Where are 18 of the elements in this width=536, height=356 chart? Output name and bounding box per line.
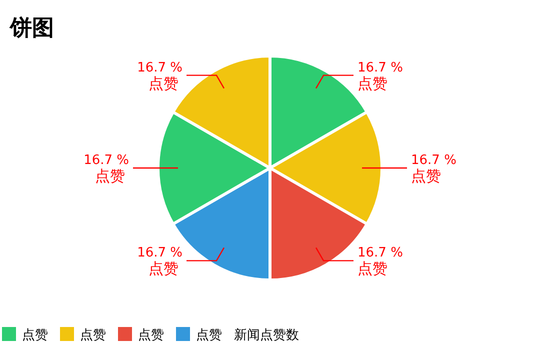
- data-label: 16.7 %: [358, 60, 403, 76]
- data-label: 16.7 %: [411, 153, 456, 168]
- slice-label: 点赞: [411, 167, 441, 185]
- legend-label: 点赞: [138, 328, 164, 343]
- legend-label: 点赞: [196, 328, 222, 343]
- legend-label: 点赞: [80, 328, 106, 343]
- slice-label: 点赞: [148, 260, 178, 278]
- data-label: 16.7 %: [137, 246, 182, 261]
- data-label: 16.7 %: [358, 246, 403, 261]
- slice-label: 点赞: [358, 260, 388, 278]
- legend-title: 新闻点赞数: [234, 328, 299, 343]
- slice-label: 点赞: [95, 167, 125, 185]
- chart-title: 饼图: [9, 16, 54, 41]
- data-label: 16.7 %: [137, 60, 182, 76]
- legend-label: 点赞: [22, 328, 48, 343]
- data-label: 16.7 %: [84, 153, 129, 168]
- slice-label: 点赞: [148, 74, 178, 92]
- slice-label: 点赞: [358, 74, 388, 92]
